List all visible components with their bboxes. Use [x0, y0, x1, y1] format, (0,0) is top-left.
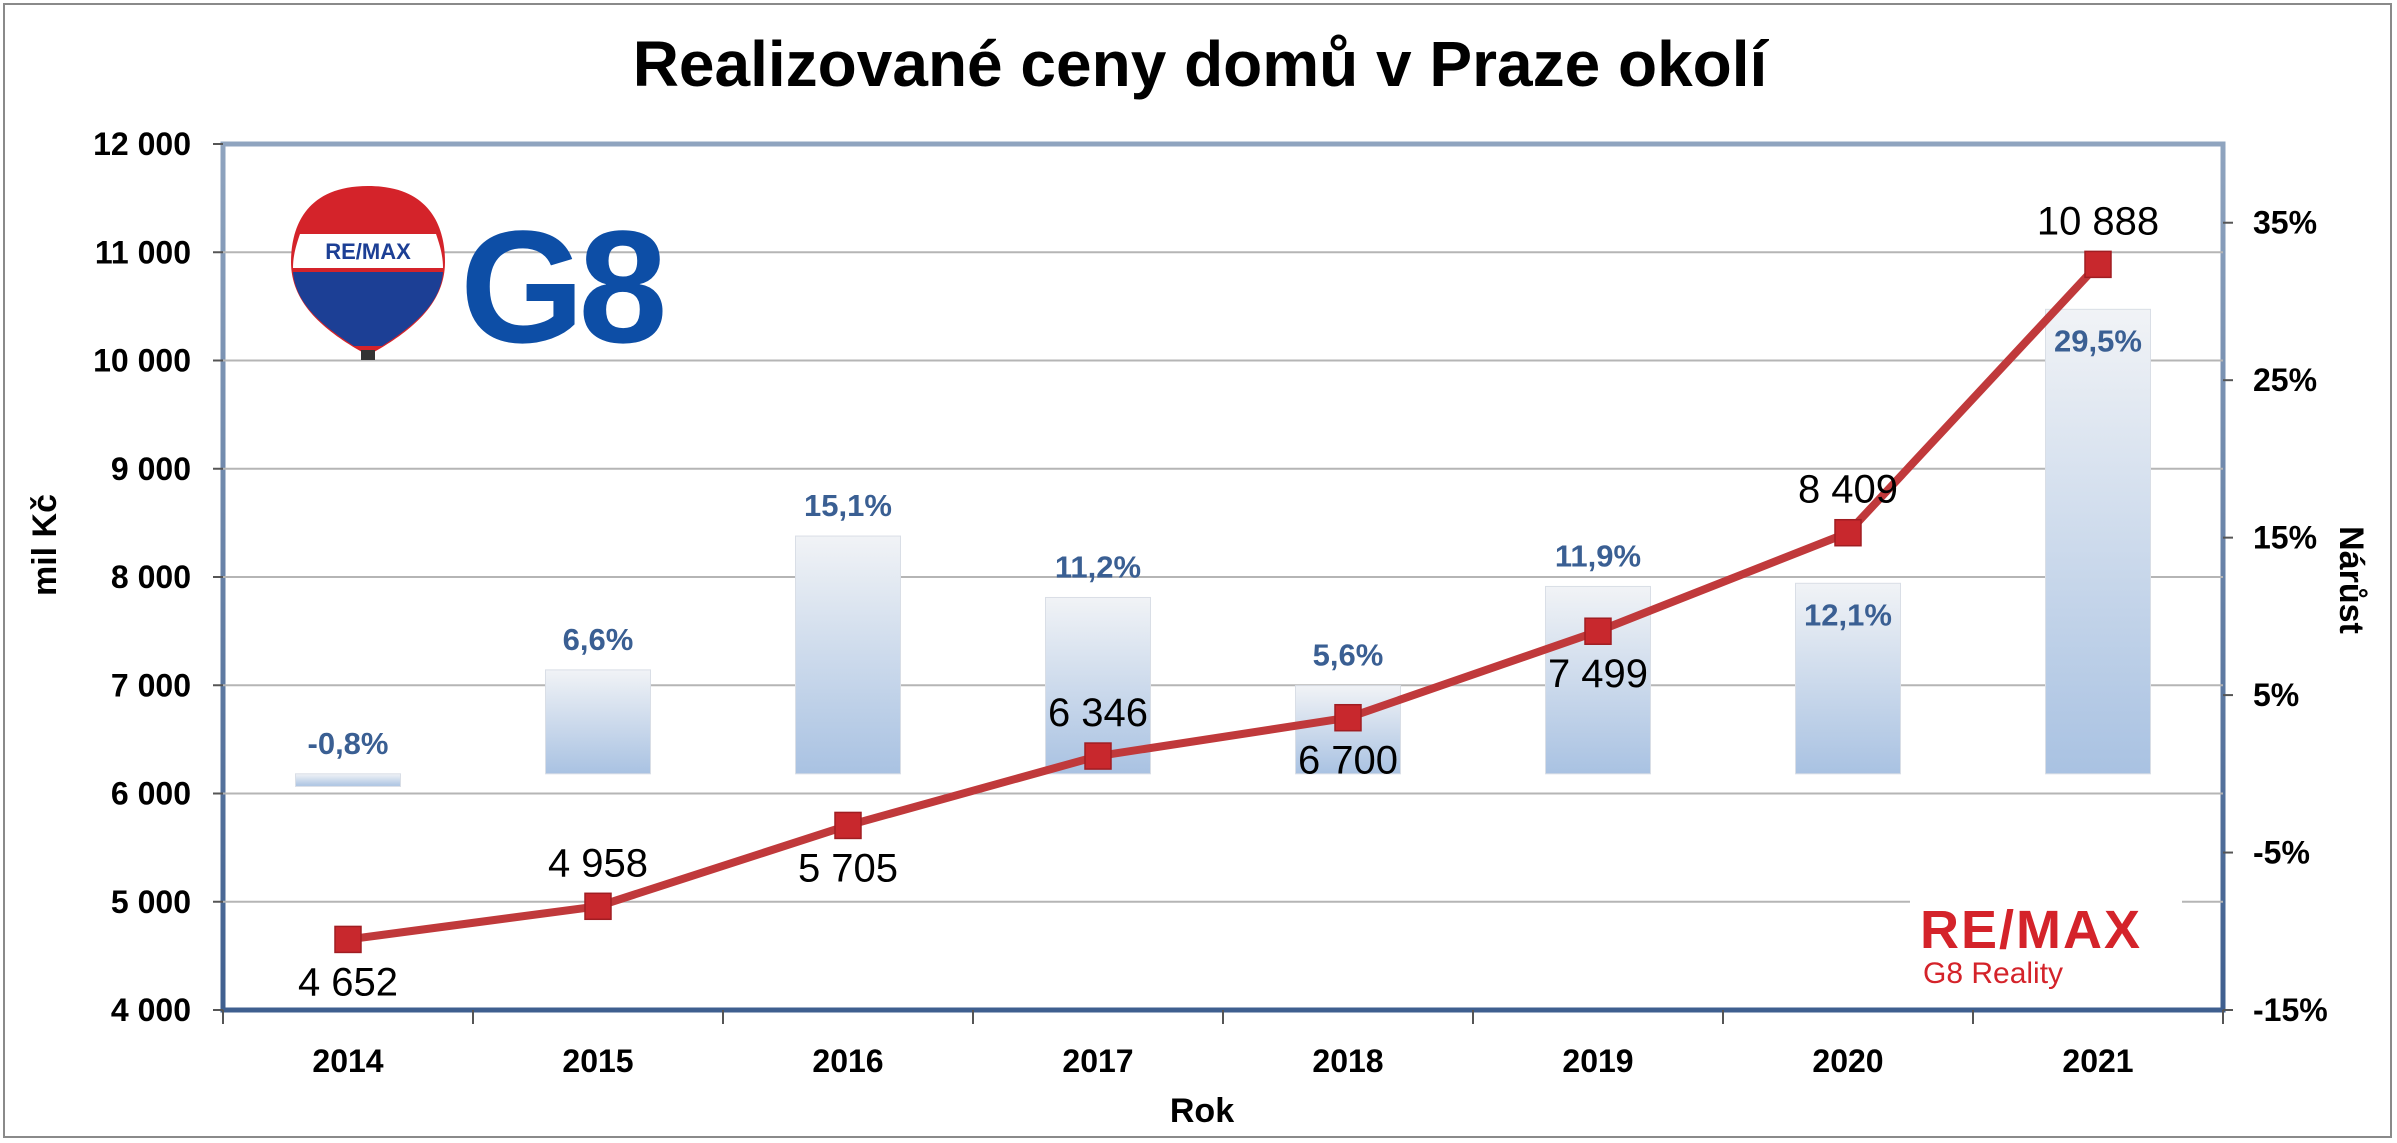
x-axis: 2014 2015 2016 2017 2018 2019 2020 2021 [222, 1010, 2224, 1079]
left-tick-label: 10 000 [93, 343, 191, 379]
balloon-white-band [293, 234, 443, 268]
brand-sub-text: G8 Reality [1923, 957, 2063, 990]
gridlines [223, 251, 2223, 903]
x-axis-title: Rok [1170, 1092, 1234, 1130]
x-tick-label: 2019 [1562, 1043, 1633, 1079]
growth-label: -0,8% [308, 726, 389, 761]
g8-logo: G8 [460, 197, 663, 376]
balloon-blue-band [293, 272, 443, 346]
right-tick-label: -5% [2253, 835, 2310, 871]
y-axis-right-title: Nárůst [2332, 526, 2370, 634]
x-tick-label: 2014 [312, 1043, 383, 1079]
growth-bar [295, 773, 401, 787]
brand-logo-background [1910, 895, 2182, 1005]
growth-label: 12,1% [1804, 597, 1892, 632]
chart-title: Realizované ceny domů v Praze okolí [633, 28, 1770, 100]
right-tick-label: 35% [2253, 205, 2317, 241]
price-label: 8 409 [1798, 468, 1898, 512]
growth-bar [2045, 308, 2151, 775]
growth-label: 11,2% [1055, 549, 1141, 584]
growth-label: 6,6% [563, 622, 634, 657]
price-marker [1084, 742, 1112, 770]
left-axis: 4 000 5 000 6 000 7 000 8 000 9 000 10 000 11 0… [93, 126, 223, 1028]
price-label: 4 652 [298, 960, 398, 1004]
balloon-brand-text: RE/MAX [325, 239, 411, 264]
left-tick-label: 9 000 [111, 451, 191, 487]
growth-bar [795, 535, 901, 775]
growth-label: 29,5% [2054, 323, 2142, 358]
y-axis-left-title: mil Kč [26, 494, 64, 596]
left-tick-label: 6 000 [111, 776, 191, 812]
price-label: 4 958 [548, 841, 648, 885]
x-tick-label: 2017 [1062, 1043, 1133, 1079]
price-marker [1834, 518, 1862, 547]
price-line-path [347, 261, 2101, 944]
balloon-basket [361, 350, 375, 360]
price-label: 7 499 [1548, 652, 1648, 696]
left-tick-label: 12 000 [93, 126, 191, 162]
x-tick-label: 2018 [1312, 1043, 1383, 1079]
x-tick-label: 2016 [812, 1043, 883, 1079]
growth-label: 11,9% [1555, 538, 1641, 573]
left-tick-label: 7 000 [111, 667, 191, 703]
left-tick-label: 5 000 [111, 884, 191, 920]
x-tick-label: 2021 [2062, 1043, 2133, 1079]
price-marker [334, 925, 362, 954]
price-marker [1334, 703, 1362, 732]
growth-label: 15,1% [804, 488, 892, 523]
price-labels: 4 652 4 958 5 705 6 346 6 700 7 499 8 409 10 88… [298, 199, 2159, 1004]
growth-bar-labels: -0,8% 6,6% 15,1% 11,2% 5,6% 11,9% 12,1% 29,5% [308, 323, 2142, 760]
price-marker [2084, 250, 2112, 279]
price-label: 6 346 [1048, 691, 1148, 735]
right-tick-label: 5% [2253, 677, 2299, 713]
right-tick-label: 15% [2253, 520, 2317, 556]
price-label: 5 705 [798, 846, 898, 890]
right-axis: -15% -5% 5% 15% 25% 35% [2223, 205, 2328, 1028]
growth-label: 5,6% [1313, 638, 1384, 673]
left-tick-label: 4 000 [111, 992, 191, 1028]
left-tick-label: 8 000 [111, 559, 191, 595]
left-tick-label: 11 000 [95, 234, 191, 270]
remax-g8-reality-logo: RE/MAX G8 Reality [1910, 895, 2182, 1005]
price-label: 10 888 [2037, 199, 2159, 243]
price-marker [1584, 617, 1612, 645]
right-tick-label: -15% [2253, 992, 2328, 1028]
price-line [334, 250, 2112, 954]
growth-bar [1795, 582, 1901, 775]
price-marker [584, 892, 612, 921]
brand-remax-text: RE/MAX [1920, 900, 2142, 960]
x-tick-label: 2015 [562, 1043, 633, 1079]
remax-balloon-logo: RE/MAX [291, 186, 445, 360]
price-label: 6 700 [1298, 739, 1398, 783]
price-marker [834, 811, 862, 840]
right-tick-label: 25% [2253, 362, 2317, 398]
x-tick-label: 2020 [1812, 1043, 1883, 1079]
growth-bar [545, 669, 651, 775]
